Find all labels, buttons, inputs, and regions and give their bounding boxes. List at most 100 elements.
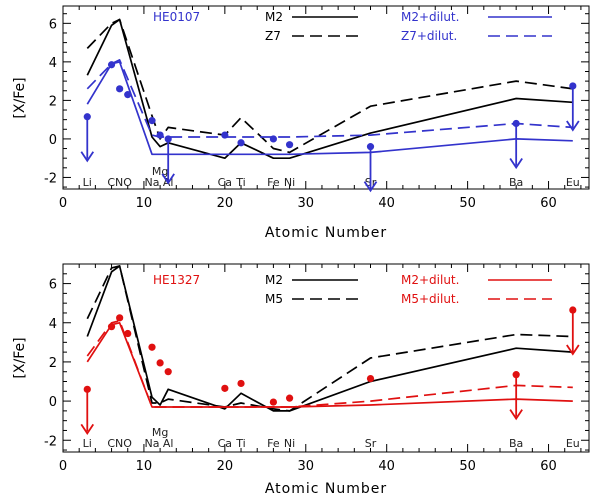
x-tick-label: 50 [459,459,476,474]
y-axis-label: [X/Fe] [12,337,28,378]
x-tick-label: 40 [378,459,395,474]
data-point [156,131,164,139]
series-line [86,319,573,408]
panel-title: HE0107 [153,10,200,24]
x-tick-label: 60 [540,196,557,211]
y-tick-label: 0 [49,133,57,148]
y-tick-label: 4 [49,317,57,332]
upper-limit-arrowhead [509,409,523,421]
data-point [366,374,375,383]
element-label: CNO [107,437,132,450]
data-point [221,384,229,392]
element-label: Ti [235,176,245,189]
legend: M2 Z7 M2+dilut. Z7+dilut. [265,10,552,43]
y-axis-label: [X/Fe] [12,77,28,118]
x-tick-label: 0 [59,196,67,211]
x-axis-label: Atomic Number [265,225,387,241]
element-label: Ca [218,437,232,450]
element-label: Na [145,176,160,189]
element-label: Fe [267,176,280,189]
data-point [116,85,124,93]
x-tick-label: 40 [378,196,395,211]
series-line [86,321,573,408]
series-line [86,61,573,156]
y-tick-label: 6 [49,17,57,32]
data-point [107,323,116,331]
upper-limit-arrowhead [80,151,95,163]
element-label: Mg [152,165,168,178]
axis-ticks [62,6,589,189]
data-point [285,394,294,402]
element-label: Fe [267,437,280,450]
series-line [86,59,573,138]
element-label: Na [145,437,160,450]
x-tick-label: 10 [136,459,153,474]
element-label: Ti [235,437,245,450]
series-line [86,265,573,412]
y-tick-label: -2 [44,434,57,449]
element-label: Eu [566,176,580,189]
element-label: Ba [509,437,523,450]
data-point [124,329,132,338]
y-tick-label: 4 [49,56,57,71]
upper-limit-arrowhead [161,173,175,185]
data-point [366,143,375,151]
legend-label-z7: Z7 [265,29,281,43]
upper-limit-arrowhead [80,423,95,435]
upper-limit-arrowhead [509,158,523,170]
x-tick-label: 0 [59,459,67,474]
legend-label-z7-dilut: Z7+dilut. [401,29,457,43]
upper-limit-arrowhead [566,120,580,132]
data-point [221,131,229,139]
x-tick-label: 60 [540,459,557,474]
x-tick-label: 30 [297,459,314,474]
data-point [116,314,124,322]
axis-ticks [62,263,589,452]
data-point [148,343,156,351]
data-point [237,379,245,388]
element-label: CNO [107,176,132,189]
element-label: Ba [509,176,523,189]
element-label: Ca [218,176,232,189]
legend-label-m2-dilut: M2+dilut. [401,10,459,24]
data-point [164,135,172,143]
upper-limit-arrowhead [363,181,378,193]
data-point [269,135,277,143]
data-point [285,141,294,149]
y-tick-label: 0 [49,395,57,410]
data-point [124,91,132,99]
legend-label-m5: M5 [265,292,283,306]
plot-frame [62,5,590,190]
legend-label-m5-dilut: M5+dilut. [401,292,459,306]
data-point [148,117,156,125]
element-label: Sr [365,437,377,450]
y-tick-label: 6 [49,278,57,293]
observed-points [80,306,580,435]
y-tick-label: 2 [49,94,57,109]
x-tick-label: 30 [297,196,314,211]
data-point [269,398,277,406]
legend-label-m2: M2 [265,273,283,287]
series-line [86,265,573,412]
element-label: Mg [152,426,168,439]
upper-limit-arrowhead [566,344,580,356]
legend-label-m2-dilut: M2+dilut. [401,273,459,287]
element-label: Ni [284,176,295,189]
data-point [156,359,164,367]
y-tick-label: 2 [49,356,57,371]
element-label: Ni [284,437,295,450]
observed-points [80,61,580,193]
legend-label-m2: M2 [265,10,283,24]
panel-title: HE1327 [153,273,200,287]
x-tick-label: 20 [217,196,234,211]
y-tick-label: -2 [44,171,57,186]
data-point [237,139,245,147]
model-lines [86,265,573,412]
legend: M2 M5 M2+dilut. M5+dilut. [265,273,552,306]
